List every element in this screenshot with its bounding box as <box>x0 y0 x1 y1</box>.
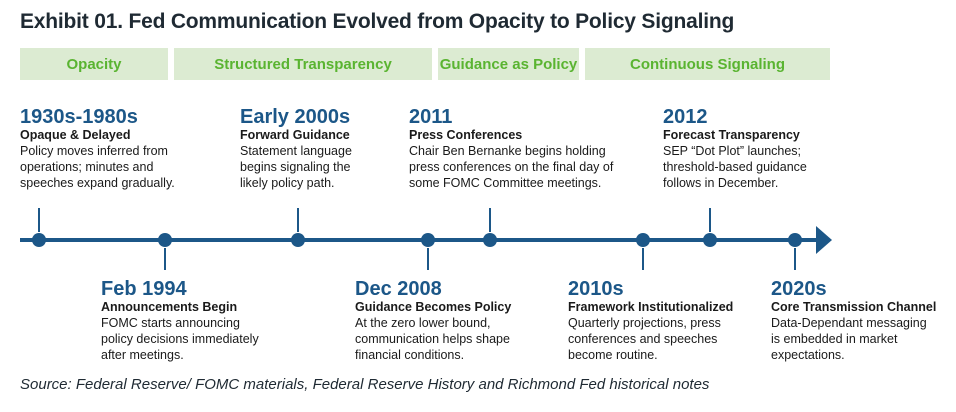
event-2020s: 2020s Core Transmission Channel Data-Dep… <box>771 278 951 363</box>
event-description: At the zero lower bound, communication he… <box>355 316 510 362</box>
event-description: Chair Ben Bernanke begins holding press c… <box>409 144 614 190</box>
event-heading: Announcements Begin <box>101 300 238 314</box>
event-description: Data-Dependant messaging is embedded in m… <box>771 316 927 362</box>
event-heading: Opaque & Delayed <box>20 128 131 142</box>
event-description: Policy moves inferred from operations; mi… <box>20 144 175 190</box>
event-date: Dec 2008 <box>355 278 442 300</box>
dot-dec-2008 <box>421 233 435 247</box>
event-dec-2008: Dec 2008 Guidance Becomes Policy At the … <box>355 278 595 363</box>
event-description: Quarterly projections, press conferences … <box>568 316 721 362</box>
exhibit-title: Exhibit 01. Fed Communication Evolved fr… <box>20 10 735 33</box>
event-date: Feb 1994 <box>101 278 187 300</box>
event-heading: Forecast Transparency <box>663 128 800 142</box>
dot-2010s <box>636 233 650 247</box>
event-2012: 2012 Forecast Transparency SEP “Dot Plot… <box>663 106 903 191</box>
source-note: Source: Federal Reserve/ FOMC materials,… <box>20 376 710 393</box>
event-description: SEP “Dot Plot” launches; threshold-based … <box>663 144 807 190</box>
event-description: FOMC starts announcing policy decisions i… <box>101 316 259 362</box>
event-date: 2020s <box>771 278 827 300</box>
event-feb-1994: Feb 1994 Announcements Begin FOMC starts… <box>101 278 341 363</box>
event-date: 2011 <box>409 106 453 128</box>
event-heading: Guidance Becomes Policy <box>355 300 512 314</box>
event-date: 2010s <box>568 278 624 300</box>
dot-1930s <box>32 233 46 247</box>
dot-2011 <box>483 233 497 247</box>
dot-2020s <box>788 233 802 247</box>
phase-opacity: Opacity <box>20 48 168 80</box>
phase-continuous-signaling: Continuous Signaling <box>585 48 830 80</box>
dot-2012 <box>703 233 717 247</box>
event-heading: Forward Guidance <box>240 128 350 142</box>
event-1930s-1980s: 1930s-1980s Opaque & Delayed Policy move… <box>20 106 260 191</box>
event-heading: Framework Institutionalized <box>568 300 734 314</box>
phase-structured-transparency: Structured Transparency <box>174 48 432 80</box>
dot-early-2000s <box>291 233 305 247</box>
event-early-2000s: Early 2000s Forward Guidance Statement l… <box>240 106 480 191</box>
event-2010s: 2010s Framework Institutionalized Quarte… <box>568 278 808 363</box>
event-2011: 2011 Press Conferences Chair Ben Bernank… <box>409 106 649 191</box>
event-heading: Press Conferences <box>409 128 523 142</box>
event-date: Early 2000s <box>240 106 351 128</box>
dot-feb-1994 <box>158 233 172 247</box>
timeline-arrowhead <box>816 226 832 254</box>
event-description: Statement language begins signaling the li… <box>240 144 352 190</box>
event-date: 1930s-1980s <box>20 106 138 128</box>
phase-guidance-as-policy: Guidance as Policy <box>438 48 579 80</box>
event-heading: Core Transmission Channel <box>771 300 937 314</box>
event-date: 2012 <box>663 106 708 128</box>
